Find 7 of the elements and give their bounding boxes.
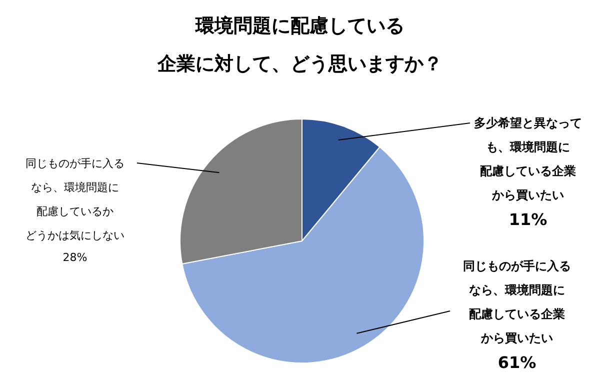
chart-title: 環境問題に配慮している企業に対して、どう思いますか？: [156, 15, 442, 75]
slice-label: 同じものが手に入るなら、環境問題に配慮している企業から買いたい: [463, 259, 571, 345]
data-label: 11%: [508, 210, 548, 229]
data-label: 61%: [498, 353, 536, 372]
slice-label: 同じものが手に入るなら、環境問題に配慮しているかどうかは気にしない: [26, 157, 124, 242]
data-label: 28%: [62, 251, 88, 264]
slice-label: 多少希望と異なっても、環境問題に配慮している企業から買いたい: [474, 116, 582, 202]
